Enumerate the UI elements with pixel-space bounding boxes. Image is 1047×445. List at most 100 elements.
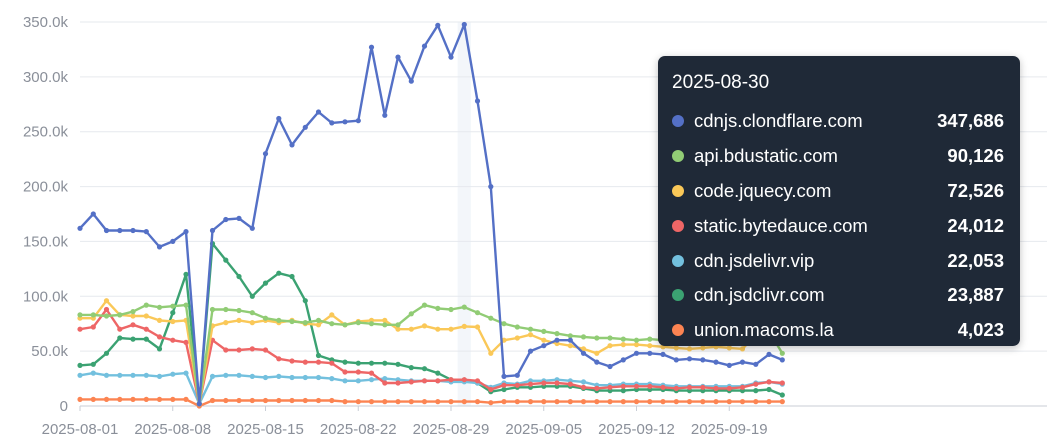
data-point[interactable]	[223, 347, 229, 353]
data-point[interactable]	[633, 337, 640, 343]
data-point[interactable]	[700, 357, 706, 363]
data-point[interactable]	[594, 359, 600, 365]
data-point[interactable]	[554, 331, 560, 337]
data-point[interactable]	[686, 384, 693, 390]
data-point[interactable]	[395, 322, 401, 328]
data-point[interactable]	[368, 360, 375, 366]
data-point[interactable]	[90, 211, 96, 217]
data-point[interactable]	[183, 229, 189, 235]
data-point[interactable]	[753, 399, 759, 405]
data-point[interactable]	[488, 350, 494, 356]
data-point[interactable]	[766, 351, 772, 357]
data-point[interactable]	[117, 312, 123, 318]
data-point[interactable]	[156, 396, 163, 402]
data-point[interactable]	[567, 381, 573, 387]
data-point[interactable]	[580, 399, 587, 405]
data-point[interactable]	[236, 372, 242, 378]
data-point[interactable]	[329, 120, 335, 126]
data-point[interactable]	[461, 377, 467, 383]
data-point[interactable]	[183, 339, 189, 345]
data-point[interactable]	[421, 366, 428, 372]
data-point[interactable]	[554, 380, 560, 386]
data-point[interactable]	[355, 360, 361, 366]
data-point[interactable]	[474, 378, 481, 384]
data-point[interactable]	[130, 309, 136, 315]
data-point[interactable]	[421, 43, 428, 49]
data-point[interactable]	[753, 381, 759, 387]
data-point[interactable]	[660, 399, 666, 405]
data-point[interactable]	[143, 229, 149, 235]
data-point[interactable]	[302, 124, 308, 130]
data-point[interactable]	[673, 357, 679, 363]
data-point[interactable]	[580, 334, 587, 340]
data-point[interactable]	[514, 382, 520, 388]
data-point[interactable]	[779, 380, 785, 386]
data-point[interactable]	[90, 312, 96, 318]
data-point[interactable]	[567, 333, 573, 339]
data-point[interactable]	[700, 399, 706, 405]
data-point[interactable]	[408, 326, 414, 332]
data-point[interactable]	[421, 399, 428, 405]
data-point[interactable]	[315, 352, 322, 359]
data-point[interactable]	[461, 21, 467, 28]
data-point[interactable]	[170, 310, 176, 316]
data-point[interactable]	[514, 372, 520, 378]
data-point[interactable]	[633, 399, 640, 405]
data-point[interactable]	[249, 293, 255, 299]
data-point[interactable]	[302, 374, 308, 381]
data-point[interactable]	[315, 109, 322, 115]
data-point[interactable]	[647, 343, 653, 349]
data-point[interactable]	[421, 323, 428, 329]
data-point[interactable]	[580, 384, 587, 390]
data-point[interactable]	[488, 386, 494, 393]
data-point[interactable]	[355, 399, 361, 405]
data-point[interactable]	[501, 386, 507, 393]
data-point[interactable]	[329, 397, 335, 404]
data-point[interactable]	[117, 326, 123, 332]
data-point[interactable]	[620, 383, 626, 389]
data-point[interactable]	[315, 359, 322, 365]
data-point[interactable]	[580, 379, 587, 385]
data-point[interactable]	[488, 184, 494, 190]
data-point[interactable]	[541, 399, 547, 405]
data-point[interactable]	[382, 380, 388, 386]
data-point[interactable]	[143, 372, 149, 378]
data-point[interactable]	[103, 372, 110, 378]
data-point[interactable]	[421, 378, 428, 384]
data-point[interactable]	[103, 306, 110, 313]
data-point[interactable]	[647, 350, 653, 356]
data-point[interactable]	[739, 346, 746, 352]
data-point[interactable]	[249, 346, 255, 352]
data-point[interactable]	[580, 346, 587, 352]
data-point[interactable]	[77, 326, 83, 332]
data-point[interactable]	[77, 372, 83, 378]
data-point[interactable]	[117, 372, 123, 378]
data-point[interactable]	[342, 322, 348, 328]
data-point[interactable]	[527, 348, 534, 354]
data-point[interactable]	[686, 399, 693, 405]
data-point[interactable]	[143, 396, 149, 402]
data-point[interactable]	[117, 227, 123, 234]
data-point[interactable]	[315, 397, 322, 404]
data-point[interactable]	[289, 358, 295, 364]
data-point[interactable]	[514, 399, 520, 405]
data-point[interactable]	[289, 142, 295, 148]
data-point[interactable]	[90, 370, 96, 376]
data-point[interactable]	[130, 313, 136, 319]
data-point[interactable]	[474, 399, 481, 405]
data-point[interactable]	[554, 337, 560, 343]
data-point[interactable]	[514, 324, 520, 330]
data-point[interactable]	[276, 317, 282, 323]
data-point[interactable]	[527, 326, 534, 332]
data-point[interactable]	[673, 345, 679, 351]
data-point[interactable]	[541, 337, 547, 343]
data-point[interactable]	[103, 350, 110, 356]
data-point[interactable]	[342, 359, 348, 365]
data-point[interactable]	[435, 370, 441, 376]
data-point[interactable]	[567, 399, 573, 405]
data-point[interactable]	[130, 227, 136, 234]
data-point[interactable]	[739, 384, 746, 390]
data-point[interactable]	[541, 343, 547, 349]
data-point[interactable]	[315, 317, 322, 323]
data-point[interactable]	[395, 54, 401, 60]
